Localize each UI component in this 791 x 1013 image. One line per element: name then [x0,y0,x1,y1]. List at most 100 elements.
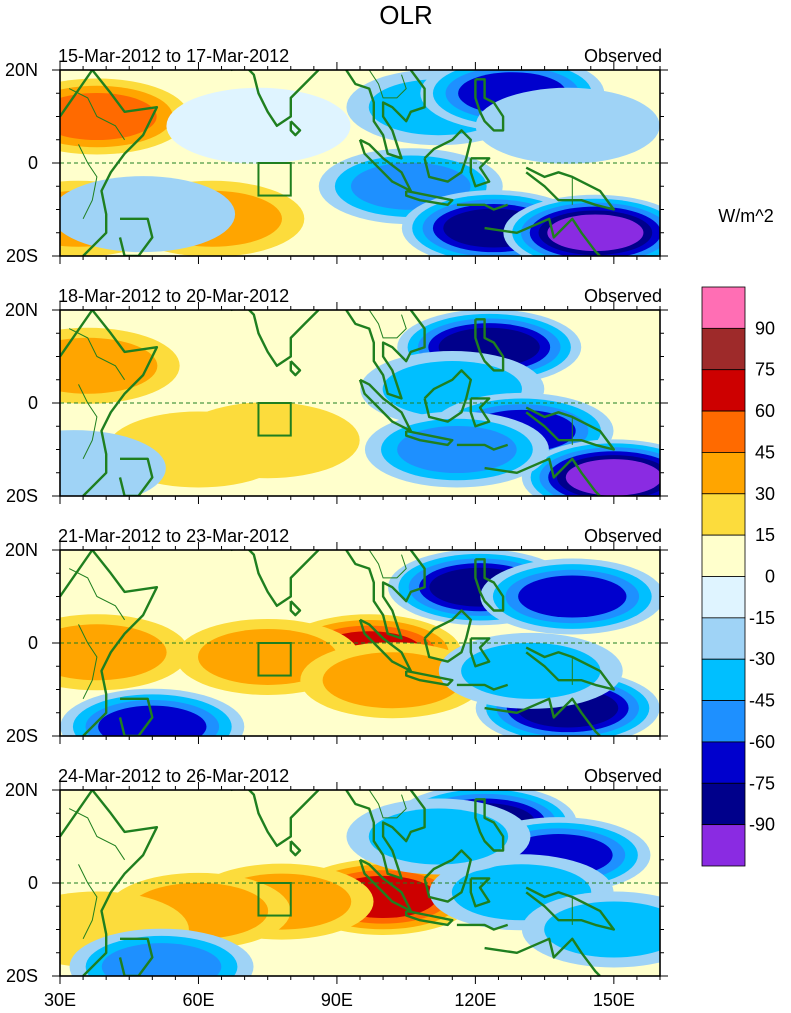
coastline [456,923,509,931]
colorbar-label: 60 [755,401,775,421]
coastline [423,849,472,903]
colorbar-swatch [701,576,746,619]
coastline [469,877,491,908]
colorbar-swatch [701,534,746,577]
x-tick-label: 90E [321,990,353,1010]
coastline [345,550,426,640]
coastline [345,70,426,160]
panel-date-range: 21-Mar-2012 to 23-Mar-2012 [58,526,289,546]
y-tick-label: 20S [6,246,38,266]
country-border [68,88,126,141]
panel-body [60,550,660,736]
colorbar-swatch [701,452,746,495]
map-panel: 20N 0 20S 24-Mar-2012 to 26-Mar-2012 Observe… [5,766,668,986]
colorbar-label: -30 [749,649,775,669]
colorbar-label: 45 [755,442,775,462]
y-tick-label: 20N [5,780,38,800]
coastline [525,406,615,451]
coastline [60,790,159,976]
coastline [405,909,454,927]
y-tick-label: 20N [5,300,38,320]
anomaly-contour [547,214,644,252]
y-tick-label: 0 [28,393,38,413]
y-tick-label: 20S [6,486,38,506]
x-tick-label: 60E [182,990,214,1010]
coastline [405,189,454,206]
region-box [257,402,292,437]
colorbar-swatch [701,369,746,412]
panel-observed-label: Observed [584,526,662,546]
colorbar-swatch [701,617,746,660]
panel-body [60,790,660,976]
panel-body [60,310,660,496]
coastline [405,669,454,687]
country-border [368,70,407,99]
panel-date-range: 15-Mar-2012 to 17-Mar-2012 [58,46,289,66]
colorbar-swatch [701,700,746,743]
colorbar-label: -15 [749,608,775,628]
coastline [525,166,615,211]
panel-observed-label: Observed [584,46,662,66]
coastline [484,217,601,256]
colorbar-swatch [701,658,746,701]
y-tick-label: 20S [6,726,38,746]
panel-observed-label: Observed [584,766,662,786]
x-tick-label: 120E [454,990,496,1010]
coastline [230,310,320,367]
country-border [368,310,407,339]
colorbar-swatch [701,410,746,453]
x-tick-label: 150E [593,990,635,1010]
coastline [118,697,154,736]
colorbar-label: -75 [749,773,775,793]
panel-observed-label: Observed [584,286,662,306]
coastline [289,600,302,617]
coastline [469,637,491,668]
colorbar-label: 90 [755,318,775,338]
x-axis: 30E 60E 90E 120E 150E [44,990,635,1010]
map-panel: 20N 0 20S 18-Mar-2012 to 20-Mar-2012 Observe… [5,286,668,506]
coastline [289,840,302,857]
y-tick-label: 0 [28,633,38,653]
country-border [368,790,407,819]
coastline [525,646,615,691]
coastline [474,558,505,612]
y-tick-label: 0 [28,153,38,173]
coastline [230,70,320,127]
panel-date-range: 24-Mar-2012 to 26-Mar-2012 [58,766,289,786]
anomaly-contour [166,87,351,164]
country-border [78,624,98,700]
coastline [118,457,154,496]
coastline [118,217,154,256]
coastline [474,78,505,132]
coastline [456,443,509,451]
anomaly-contour [368,808,509,865]
colorbar-swatch [701,327,746,371]
coastline [423,129,472,183]
coastline [469,397,491,428]
anomaly-contour [60,624,167,681]
coastline [474,798,505,852]
coastline [423,369,472,423]
colorbar-label: -90 [749,815,775,835]
country-border [78,864,98,940]
coastline [484,937,601,976]
country-border [68,568,126,621]
panels-group: 20N 0 20S 15-Mar-2012 to 17-Mar-2012 Observe… [5,46,668,986]
x-tick-label: 30E [44,990,76,1010]
colorbar-label: -45 [749,691,775,711]
coastline [474,318,505,372]
coastline [484,457,601,496]
colorbar: 90 75 60 45 30 15 0 -15 -30 -45 -60 -75 -90 [701,286,775,867]
colorbar-label: -60 [749,732,775,752]
colorbar-label: 75 [755,360,775,380]
coastline [405,429,454,447]
country-border [368,550,407,579]
country-border [68,328,126,381]
y-tick-label: 0 [28,873,38,893]
coastline [423,609,472,663]
colorbar-label: 30 [755,484,775,504]
country-border [68,808,126,861]
y-tick-label: 20N [5,540,38,560]
units-label: W/m^2 [718,206,773,226]
coastline [289,120,302,137]
